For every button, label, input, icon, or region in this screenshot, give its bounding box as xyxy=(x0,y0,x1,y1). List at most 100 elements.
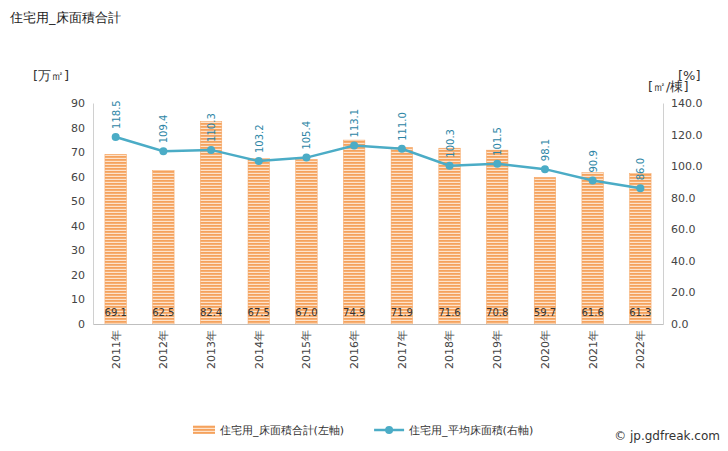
bar xyxy=(105,154,126,324)
y2-tick-label: 100.0 xyxy=(671,160,703,173)
line-marker xyxy=(493,160,501,168)
bar xyxy=(534,177,555,324)
bar-label: 69.1 xyxy=(105,307,127,318)
y-tick-label: 10 xyxy=(71,293,85,306)
x-tick-label: 2022年 xyxy=(634,330,647,369)
x-tick: 2016年 xyxy=(348,324,361,369)
y-tick: 0 xyxy=(78,318,93,331)
x-tick-label: 2011年 xyxy=(110,330,123,369)
y-tick-label: 30 xyxy=(71,244,85,257)
line-marker xyxy=(350,141,358,149)
y-tick: 70 xyxy=(71,146,93,159)
line-label: 101.5 xyxy=(492,127,503,156)
line-label: 109.4 xyxy=(158,115,169,144)
bar xyxy=(630,173,651,324)
y-tick: 10 xyxy=(71,293,93,306)
bar-label: 61.6 xyxy=(582,307,604,318)
y-tick-label: 50 xyxy=(71,195,85,208)
y-tick-label: 70 xyxy=(71,146,85,159)
line-marker xyxy=(636,184,644,192)
bar-label: 61.3 xyxy=(629,307,651,318)
line-label: 100.3 xyxy=(445,129,456,158)
line-label: 103.2 xyxy=(254,124,265,153)
line-label: 110.3 xyxy=(206,113,217,142)
x-tick-label: 2020年 xyxy=(539,330,552,369)
x-tick: 2019年 xyxy=(491,324,504,369)
y-tick: 40 xyxy=(71,220,93,233)
bar xyxy=(439,148,460,324)
y2-axis: 0.0 20.0 40.0 60.0 80.0 100.0 120.0 140.0 xyxy=(663,97,703,331)
y-tick: 60 xyxy=(71,171,93,184)
x-tick-label: 2014年 xyxy=(253,330,266,369)
line-marker xyxy=(446,162,454,170)
line-label: 86.0 xyxy=(635,158,646,180)
y-tick: 90 xyxy=(71,97,93,110)
chart: 住宅用_床面積合計[万㎡][㎡/棟][%]0102030405060708090… xyxy=(0,0,728,451)
y2-tick-label: 20.0 xyxy=(671,286,696,299)
x-tick: 2021年 xyxy=(586,324,599,369)
y2-tick: 0.0 xyxy=(663,318,689,331)
legend-label: 住宅用_床面積合計(左軸) xyxy=(220,424,344,437)
y-tick: 50 xyxy=(71,195,93,208)
plot-marks xyxy=(105,122,651,324)
y-tick-label: 60 xyxy=(71,171,85,184)
bar xyxy=(391,147,412,324)
bar-label: 67.5 xyxy=(248,307,270,318)
line-marker xyxy=(589,177,597,185)
y2-tick-label: 120.0 xyxy=(671,129,703,142)
x-axis: 2011年 2012年 2013年 2014年 2015年 2016年 2017年 2018年… xyxy=(94,324,664,369)
y-tick: 20 xyxy=(71,269,93,282)
bar xyxy=(248,158,269,324)
x-tick: 2013年 xyxy=(205,324,218,369)
legend-label: 住宅用_平均床面積(右軸) xyxy=(409,424,533,437)
x-tick: 2015年 xyxy=(300,324,313,369)
y2-tick-label: 80.0 xyxy=(671,192,696,205)
y2-tick: 100.0 xyxy=(663,160,703,173)
y2-tick: 40.0 xyxy=(663,255,696,268)
bar-label: 71.6 xyxy=(438,307,460,318)
bar-label: 82.4 xyxy=(200,307,222,318)
y2-tick: 120.0 xyxy=(663,129,703,142)
y-tick-label: 80 xyxy=(71,122,85,135)
x-tick: 2018年 xyxy=(443,324,456,369)
line-label: 105.4 xyxy=(301,121,312,150)
x-tick: 2017年 xyxy=(396,324,409,369)
x-tick-label: 2017年 xyxy=(396,330,409,369)
bar-label: 74.9 xyxy=(343,307,365,318)
bar-label: 59.7 xyxy=(534,307,556,318)
x-tick-label: 2021年 xyxy=(586,330,599,369)
y2-tick-label: 60.0 xyxy=(671,223,696,236)
y-tick-label: 40 xyxy=(71,220,85,233)
line-label: 90.9 xyxy=(588,150,599,172)
y-tick-label: 90 xyxy=(71,97,85,110)
x-tick: 2022年 xyxy=(634,324,647,369)
line xyxy=(116,137,641,188)
y2-tick: 140.0 xyxy=(663,97,703,110)
legend-swatch xyxy=(193,425,215,434)
line-marker xyxy=(255,157,263,165)
data-labels: 69.162.582.467.567.074.971.971.670.859.7… xyxy=(105,100,652,318)
x-tick: 2014年 xyxy=(253,324,266,369)
x-tick-label: 2018年 xyxy=(443,330,456,369)
y-axis-label: [万㎡] xyxy=(33,68,69,83)
y2-tick-label: 40.0 xyxy=(671,255,696,268)
bar-label: 67.0 xyxy=(295,307,317,318)
bar xyxy=(343,140,364,324)
y2-axis-line xyxy=(663,104,664,325)
y2-tick-label: 0.0 xyxy=(671,318,689,331)
line-marker xyxy=(207,146,215,154)
x-tick-label: 2016年 xyxy=(348,330,361,369)
x-tick: 2012年 xyxy=(157,324,170,369)
line-label: 111.0 xyxy=(397,112,408,141)
y2-tick-label: 140.0 xyxy=(671,97,703,110)
x-tick: 2020年 xyxy=(539,324,552,369)
y-tick-label: 20 xyxy=(71,269,85,282)
y-tick: 80 xyxy=(71,122,93,135)
legend: 住宅用_床面積合計(左軸) 住宅用_平均床面積(右軸) xyxy=(193,424,533,437)
x-tick: 2011年 xyxy=(110,324,123,369)
bar-label: 70.8 xyxy=(486,307,508,318)
x-axis-line xyxy=(94,324,664,325)
bar xyxy=(487,150,508,324)
legend-marker xyxy=(385,426,393,434)
line-marker xyxy=(398,145,406,153)
